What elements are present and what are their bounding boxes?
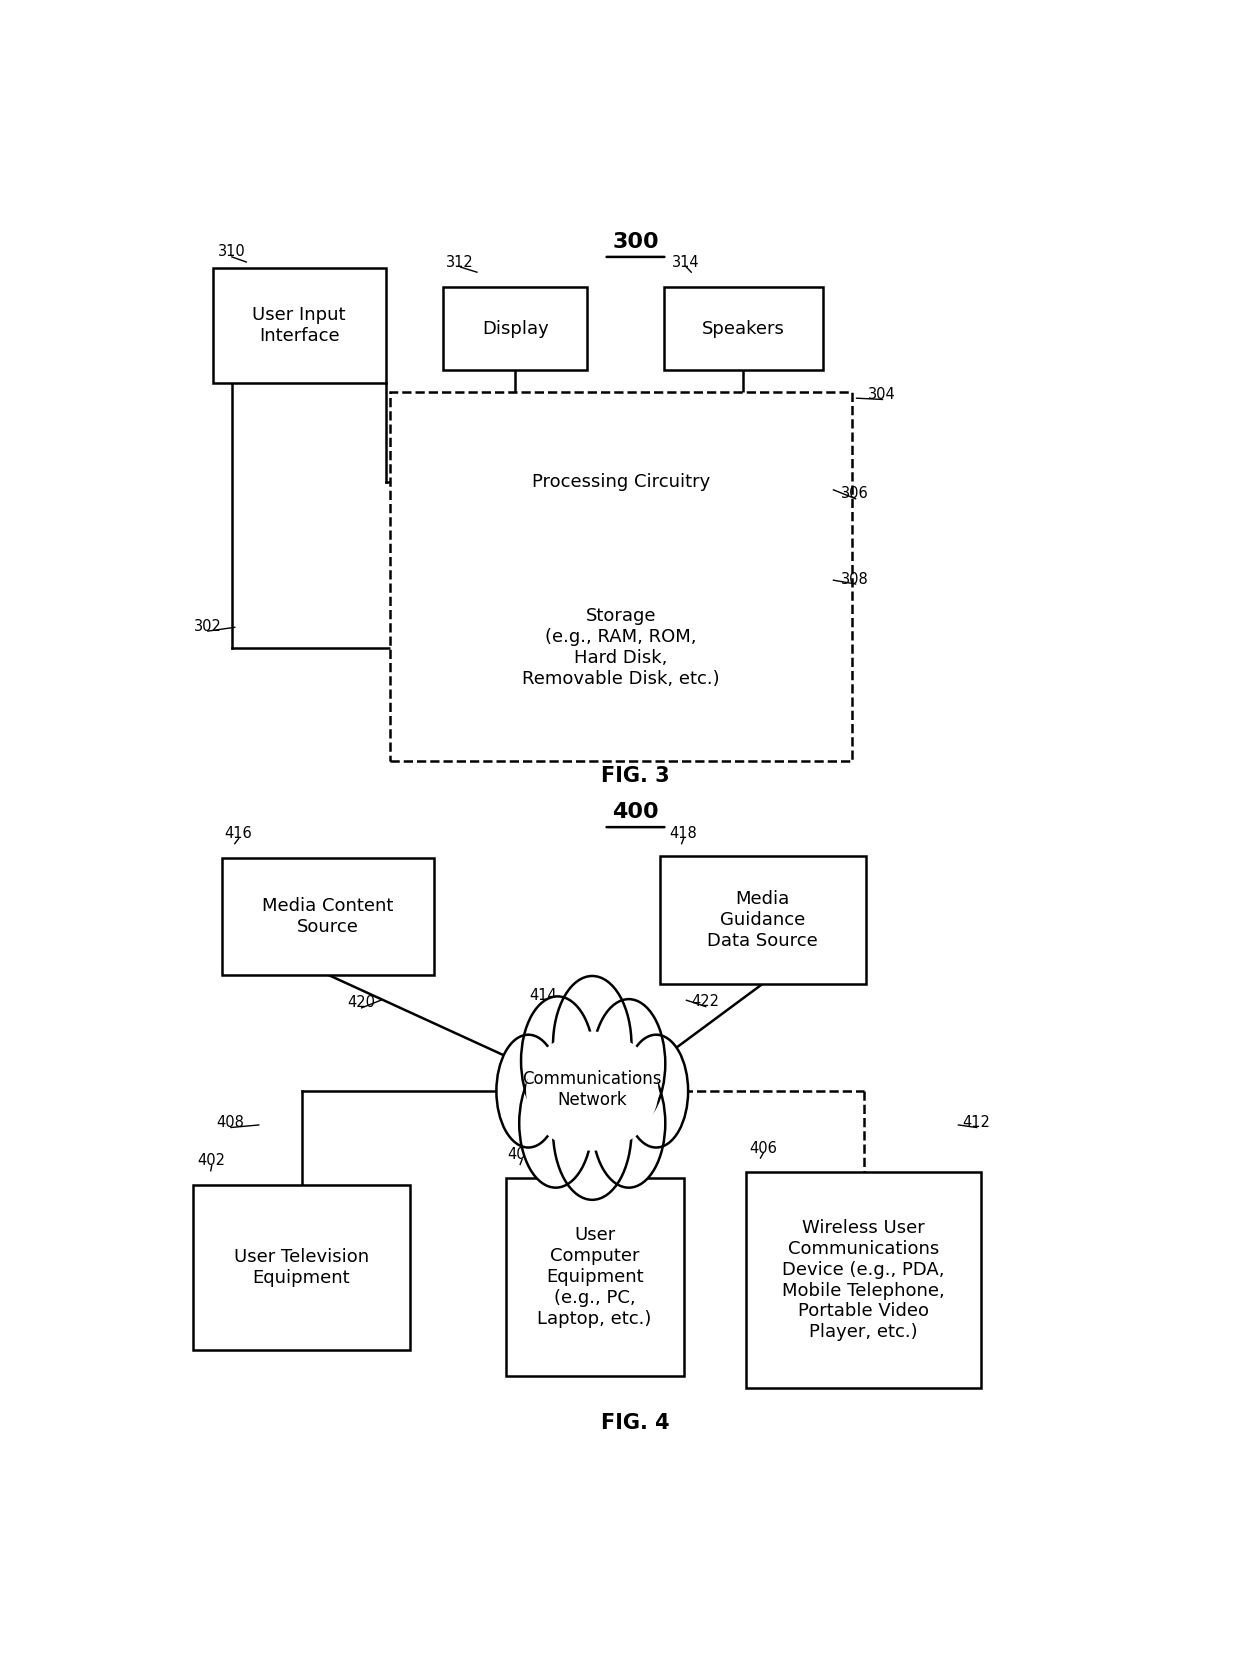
Bar — [213, 268, 386, 383]
Bar — [414, 433, 828, 529]
Ellipse shape — [553, 1061, 631, 1200]
Text: 300: 300 — [613, 231, 658, 251]
Bar — [665, 288, 823, 370]
Ellipse shape — [520, 1058, 593, 1187]
Text: 420: 420 — [347, 995, 376, 1010]
Text: 410: 410 — [605, 1132, 632, 1147]
Text: Wireless User
Communications
Device (e.g., PDA,
Mobile Telephone,
Portable Video: Wireless User Communications Device (e.g… — [782, 1220, 945, 1341]
Bar — [444, 288, 588, 370]
Text: 414: 414 — [529, 988, 558, 1003]
Text: 304: 304 — [868, 387, 895, 402]
Bar — [746, 1172, 982, 1389]
Text: Media
Guidance
Data Source: Media Guidance Data Source — [708, 891, 818, 950]
Text: 418: 418 — [670, 826, 697, 841]
Text: 314: 314 — [672, 255, 699, 269]
Text: Speakers: Speakers — [702, 319, 785, 337]
Bar — [391, 392, 852, 760]
Ellipse shape — [624, 1035, 688, 1147]
Text: 302: 302 — [193, 618, 221, 633]
Text: 402: 402 — [197, 1154, 226, 1169]
Ellipse shape — [521, 997, 594, 1126]
Text: 400: 400 — [613, 802, 658, 822]
Text: Communications
Network: Communications Network — [522, 1069, 662, 1109]
Text: 406: 406 — [749, 1141, 776, 1155]
Text: User Input
Interface: User Input Interface — [253, 306, 346, 345]
Ellipse shape — [526, 1031, 658, 1150]
Text: User
Computer
Equipment
(e.g., PC,
Laptop, etc.): User Computer Equipment (e.g., PC, Lapto… — [537, 1227, 652, 1327]
Ellipse shape — [496, 1035, 560, 1147]
Text: 310: 310 — [217, 245, 246, 260]
Text: 312: 312 — [446, 255, 474, 269]
Ellipse shape — [593, 998, 666, 1127]
Text: 308: 308 — [841, 572, 869, 587]
Text: Media Content
Source: Media Content Source — [263, 898, 393, 936]
Bar — [414, 565, 828, 731]
Text: 416: 416 — [224, 826, 252, 841]
Bar — [660, 856, 867, 984]
Text: Display: Display — [482, 319, 549, 337]
Text: 412: 412 — [962, 1116, 990, 1131]
Text: 422: 422 — [691, 993, 719, 1008]
Text: 408: 408 — [217, 1116, 244, 1131]
Text: 306: 306 — [841, 486, 869, 501]
Bar — [506, 1179, 683, 1375]
Text: Storage
(e.g., RAM, ROM,
Hard Disk,
Removable Disk, etc.): Storage (e.g., RAM, ROM, Hard Disk, Remo… — [522, 607, 720, 688]
Text: Processing Circuitry: Processing Circuitry — [532, 473, 711, 491]
Bar — [222, 858, 434, 975]
Text: User Television
Equipment: User Television Equipment — [234, 1248, 370, 1288]
Text: FIG. 4: FIG. 4 — [601, 1413, 670, 1433]
Ellipse shape — [523, 1027, 661, 1155]
Text: FIG. 3: FIG. 3 — [601, 767, 670, 787]
Text: 404: 404 — [507, 1147, 536, 1162]
Ellipse shape — [553, 975, 631, 1114]
Ellipse shape — [593, 1058, 666, 1187]
Bar — [193, 1185, 409, 1351]
